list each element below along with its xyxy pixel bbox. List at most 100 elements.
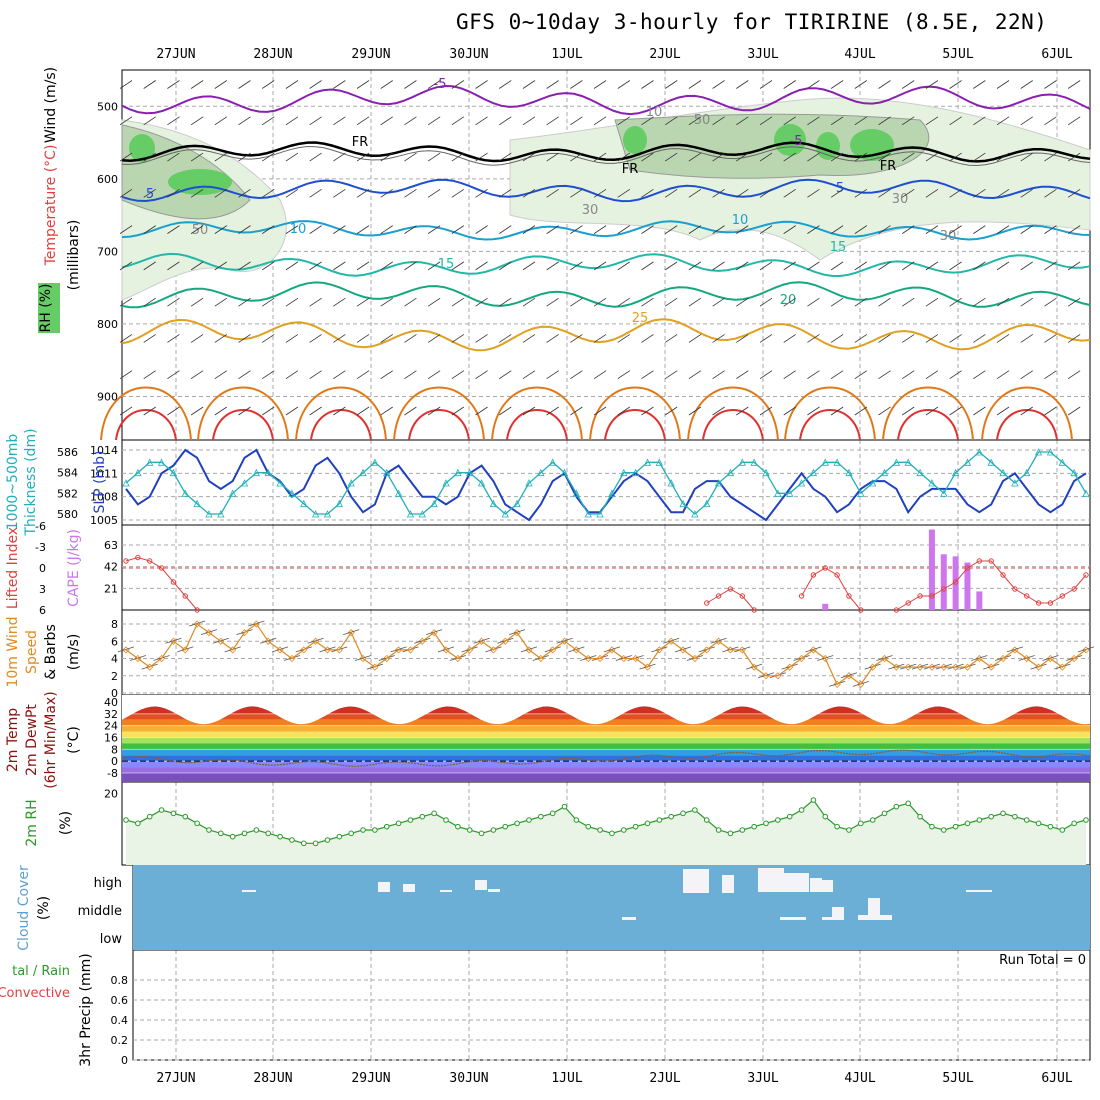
wind-barb: [190, 80, 204, 89]
thickness-point: [264, 468, 272, 477]
rh2m-point: [810, 797, 817, 803]
rh2m-point: [751, 823, 757, 830]
bottom-date-label: 6JUL: [1041, 1071, 1072, 1086]
cloud-cell: [683, 869, 709, 893]
wind-barb: [1067, 80, 1081, 89]
contour-label: 25: [632, 311, 649, 326]
wind-barb: [356, 225, 370, 234]
wind-barb: [973, 261, 986, 271]
rh2m-point: [135, 820, 141, 827]
temp-contour-5: [121, 178, 1091, 203]
thickness-point: [122, 479, 130, 487]
rh2m-point: [146, 813, 153, 820]
temp-color-band: [122, 743, 1090, 750]
temp-contour-35: [115, 409, 177, 441]
contour-label: 5: [836, 181, 844, 196]
contour-label: 10: [732, 213, 749, 228]
pressure-tick-label: 500: [97, 100, 118, 113]
thickness-point: [252, 468, 261, 477]
wind-barb: [119, 334, 133, 343]
cloud-level-label: low: [100, 932, 123, 947]
rh2m-point: [1047, 823, 1054, 830]
slp-tick-label: 1008: [90, 491, 118, 504]
thickness-point: [904, 458, 912, 466]
cape-bar: [928, 529, 935, 610]
wind-barb: [688, 334, 702, 343]
wind-barb: [641, 370, 654, 380]
temp-contour-35: [506, 409, 568, 441]
cloud-level-label: high: [94, 876, 122, 891]
wind-barb: [759, 80, 773, 89]
rh2m-point: [360, 827, 366, 833]
thickness-point: [169, 468, 178, 477]
wind-barb: [973, 225, 986, 234]
contour-label: 50: [694, 113, 711, 128]
wind-barb: [522, 116, 536, 126]
wind-barb: [167, 261, 180, 271]
freezing-level-line: [121, 141, 1091, 163]
rh2m-point: [964, 820, 971, 827]
wind-barb: [262, 152, 275, 162]
wind-barb: [1020, 334, 1033, 343]
cloud-cell: [832, 907, 844, 920]
wind-barb: [1044, 152, 1057, 162]
wind-barb: [807, 80, 820, 89]
rh2m-point: [1071, 820, 1077, 827]
thickness-point: [323, 510, 332, 518]
wind-barb: [451, 261, 465, 271]
slp-tick-label: 1014: [90, 444, 118, 457]
wind-barb: [214, 370, 228, 380]
wind-barb: [309, 225, 322, 234]
lifted-index-point: [158, 565, 165, 571]
rh2m-point: [988, 813, 994, 820]
wind-barb: [356, 297, 370, 307]
wind-barb: [262, 80, 275, 89]
wind-barb: [617, 116, 630, 126]
wind-barb: [451, 370, 465, 380]
cloud-cell: [440, 890, 452, 892]
wind-barb: [309, 370, 322, 380]
wind-barb: [522, 261, 536, 271]
ylabel-thickness-2: Thickness (dm): [23, 428, 39, 536]
thickness-point: [951, 468, 960, 477]
thickness-point: [335, 499, 343, 508]
wind-barb: [593, 261, 607, 271]
rh-region-high: [129, 134, 155, 162]
wind-barb: [1044, 406, 1057, 416]
ylabel-precip-3: 3hr Precip (mm): [78, 953, 94, 1066]
rh2m-point: [929, 823, 935, 830]
wind-barb: [214, 152, 228, 162]
lifted-index-line: [125, 556, 1087, 611]
lifted-index-point: [1000, 572, 1006, 578]
wind-barb: [356, 406, 370, 416]
thickness-tick-label: 580: [57, 508, 78, 521]
wind-barb: [522, 152, 536, 162]
wind-barb: [380, 225, 393, 234]
cloud-level-label: middle: [78, 904, 122, 919]
wind-barb: [309, 152, 322, 162]
wind-barb: [996, 80, 1010, 89]
wind-barb: [143, 297, 156, 307]
wind-barb: [783, 116, 796, 126]
wind-barb: [380, 406, 393, 416]
wind-barb: [190, 189, 204, 198]
wind-tick-label: 8: [111, 618, 118, 631]
temp-color-band: [122, 737, 1090, 744]
wind-barb: [190, 152, 204, 162]
rh2m-point: [312, 840, 319, 847]
wind-barb: [996, 152, 1010, 162]
wind-barb-10m: [117, 646, 135, 653]
wind-barb: [356, 261, 370, 271]
wind-barb: [238, 334, 251, 343]
run-total-label: Run Total = 0: [999, 953, 1086, 968]
wind-barb: [996, 406, 1010, 416]
contour-label: FR: [880, 159, 897, 174]
wind-barb: [664, 406, 678, 416]
temp-tick-label: 16: [104, 732, 118, 745]
wind-barb: [285, 116, 299, 126]
wind-barb: [664, 116, 678, 126]
temp-contour-30: [491, 386, 583, 441]
thickness-point: [857, 489, 865, 497]
lifted-index-tick-label: 6: [39, 604, 46, 617]
wind-barb: [641, 297, 654, 307]
